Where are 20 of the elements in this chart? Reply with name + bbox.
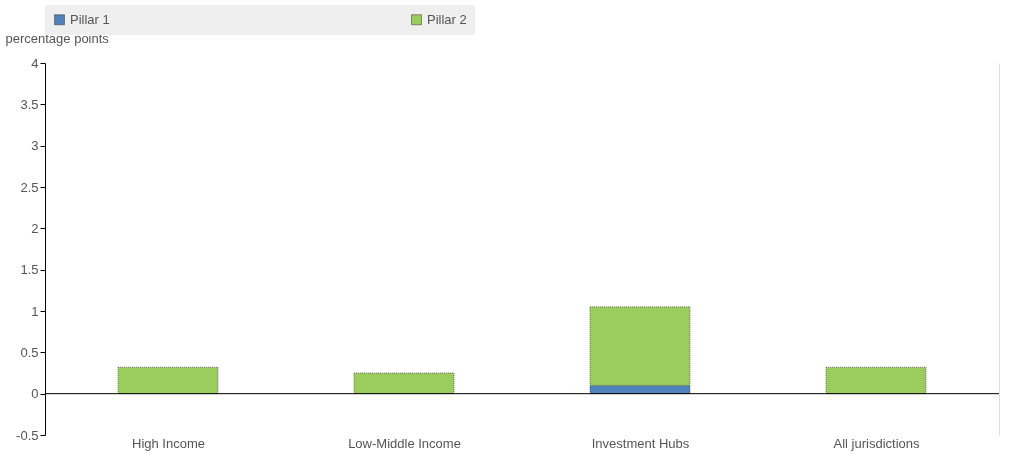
y-tick-label: 4 <box>31 55 39 71</box>
x-tick-label: All jurisdictions <box>833 435 920 451</box>
bar <box>825 366 927 394</box>
y-tick-label: 2.5 <box>20 179 39 195</box>
y-tick-label: -0.5 <box>16 427 39 443</box>
y-tick-label: 1 <box>31 303 39 319</box>
y-tick-label: 3 <box>31 138 39 154</box>
legend-label: Pillar 2 <box>427 11 467 27</box>
y-axis-title: percentage points <box>5 30 110 46</box>
x-tick-label: Investment Hubs <box>591 435 690 451</box>
y-tick-label: 0 <box>31 386 39 402</box>
bar <box>117 366 219 394</box>
y-tick-label: 2 <box>31 220 39 236</box>
y-tick-label: 3.5 <box>20 96 39 112</box>
bar <box>353 372 455 394</box>
x-tick-label: High Income <box>132 435 205 451</box>
legend-label: Pillar 1 <box>70 11 110 27</box>
x-tick-label: Low-Middle Income <box>348 435 461 451</box>
y-tick-label: 1.5 <box>20 262 39 278</box>
y-tick-label: 0.5 <box>20 344 39 360</box>
